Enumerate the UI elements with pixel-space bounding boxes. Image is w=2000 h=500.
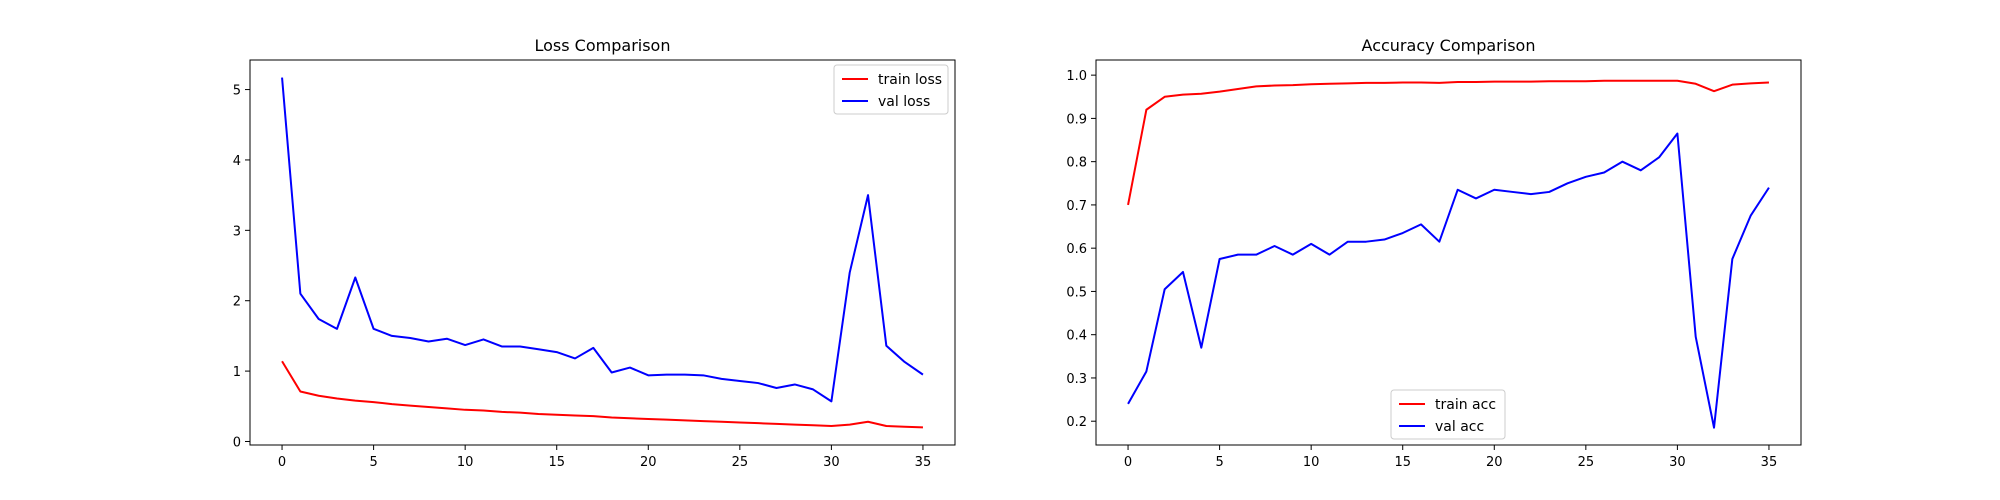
x-tick-label: 10 bbox=[1303, 455, 1320, 470]
plot-marks bbox=[281, 77, 924, 429]
x-tick-label: 25 bbox=[732, 455, 749, 470]
series-line-val-acc bbox=[1127, 132, 1770, 429]
x-tick-label: 15 bbox=[548, 455, 565, 470]
y-tick-label: 1 bbox=[233, 365, 241, 380]
series-line-val-loss bbox=[281, 77, 924, 403]
x-axis: 0 5 10 15 20 25 30 35 bbox=[1124, 445, 1777, 470]
legend: train acc val acc bbox=[1390, 389, 1506, 440]
loss-comparison-chart: Loss Comparison 0 5 10 15 20 25 30 35 0 1 2 3 4 5 tr… bbox=[233, 36, 956, 470]
plot-frame bbox=[249, 59, 956, 446]
y-tick-label: 4 bbox=[233, 154, 241, 169]
y-tick-label: 1.0 bbox=[1066, 69, 1087, 84]
x-tick-label: 35 bbox=[1761, 455, 1778, 470]
y-tick-label: 0.6 bbox=[1066, 242, 1087, 257]
y-tick-label: 2 bbox=[233, 295, 241, 310]
x-tick-label: 35 bbox=[915, 455, 932, 470]
y-axis: 0 1 2 3 4 5 bbox=[233, 84, 250, 450]
series-line-train-loss bbox=[281, 360, 923, 429]
chart-title: Accuracy Comparison bbox=[1362, 36, 1536, 55]
legend-label-train-acc: train acc bbox=[1435, 397, 1496, 413]
legend-label-val-acc: val acc bbox=[1435, 419, 1484, 435]
y-tick-label: 0.8 bbox=[1066, 156, 1087, 171]
x-tick-label: 20 bbox=[640, 455, 657, 470]
y-tick-label: 0.7 bbox=[1066, 199, 1087, 214]
series-line-train-acc bbox=[1127, 79, 1769, 206]
accuracy-comparison-chart: Accuracy Comparison 0 5 10 15 20 25 30 35 0.20.… bbox=[1066, 36, 1802, 470]
x-tick-label: 0 bbox=[1124, 455, 1132, 470]
x-tick-label: 20 bbox=[1486, 455, 1503, 470]
x-tick-label: 30 bbox=[823, 455, 840, 470]
legend-label-val-loss: val loss bbox=[878, 94, 930, 110]
y-tick-label: 0.9 bbox=[1066, 112, 1087, 127]
plot-marks bbox=[1127, 79, 1770, 429]
x-tick-label: 0 bbox=[278, 455, 286, 470]
x-tick-label: 30 bbox=[1669, 455, 1686, 470]
legend-label-train-loss: train loss bbox=[878, 72, 942, 88]
plot-frame bbox=[1095, 59, 1802, 446]
y-tick-label: 5 bbox=[233, 84, 241, 99]
y-tick-label: 0.4 bbox=[1066, 329, 1087, 344]
y-tick-label: 0.2 bbox=[1066, 415, 1087, 430]
x-axis: 0 5 10 15 20 25 30 35 bbox=[278, 445, 931, 470]
x-tick-label: 10 bbox=[457, 455, 474, 470]
y-tick-label: 0.5 bbox=[1066, 285, 1087, 300]
x-tick-label: 15 bbox=[1394, 455, 1411, 470]
chart-title: Loss Comparison bbox=[535, 36, 671, 55]
x-tick-label: 5 bbox=[1215, 455, 1223, 470]
x-tick-label: 5 bbox=[369, 455, 377, 470]
x-tick-label: 25 bbox=[1578, 455, 1595, 470]
y-axis: 0.2 0.3 0.4 0.5 0.6 0.7 0.8 0.9 1.0 bbox=[1066, 69, 1096, 430]
y-tick-label: 3 bbox=[233, 224, 241, 239]
y-tick-label: 0.3 bbox=[1066, 372, 1087, 387]
legend: train loss val loss bbox=[833, 64, 949, 115]
y-tick-label: 0 bbox=[233, 435, 241, 450]
